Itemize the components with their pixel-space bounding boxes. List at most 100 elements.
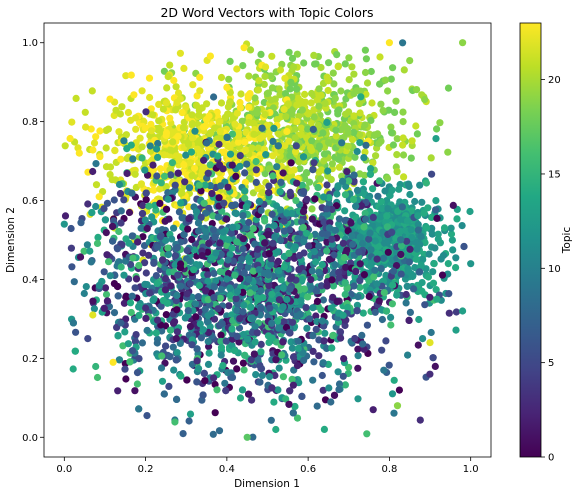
scatter-point (84, 335, 92, 343)
scatter-point (389, 281, 397, 289)
scatter-point (294, 235, 302, 243)
scatter-point (232, 172, 240, 180)
scatter-point (215, 140, 223, 148)
scatter-point (199, 123, 208, 131)
scatter-point (308, 146, 316, 154)
scatter-point (369, 213, 377, 221)
scatter-point (400, 66, 408, 74)
scatter-point (367, 165, 375, 173)
scatter-point (224, 236, 233, 244)
scatter-point (135, 303, 143, 311)
scatter-point (156, 199, 164, 207)
scatter-point (177, 260, 185, 268)
scatter-point (164, 195, 172, 203)
scatter-point (194, 145, 202, 153)
scatter-point (210, 374, 218, 382)
scatter-point (182, 103, 190, 112)
scatter-point (315, 85, 323, 93)
scatter-point (293, 85, 301, 93)
scatter-point (312, 258, 320, 266)
scatter-point (131, 387, 139, 395)
scatter-point (467, 260, 475, 268)
scatter-point (331, 226, 340, 234)
scatter-point (104, 125, 112, 133)
scatter-point (261, 110, 269, 119)
scatter-point (134, 238, 142, 246)
scatter-point (201, 181, 209, 189)
scatter-point (335, 215, 343, 223)
scatter-point (405, 258, 413, 266)
scatter-point (81, 108, 89, 116)
scatter-point (372, 152, 380, 160)
scatter-point (254, 356, 262, 364)
scatter-point (172, 356, 180, 364)
scatter-point (427, 213, 436, 221)
scatter-point (95, 281, 103, 290)
scatter-point (399, 151, 408, 159)
scatter-point (248, 314, 257, 322)
scatter-point (268, 210, 276, 218)
scatter-point (200, 369, 208, 377)
scatter-point (192, 101, 200, 109)
scatter-point (414, 212, 422, 220)
scatter-point (180, 64, 188, 72)
scatter-point (422, 179, 430, 187)
scatter-point (185, 203, 193, 211)
scatter-point (196, 320, 204, 328)
scatter-point (149, 161, 157, 169)
scatter-point (426, 339, 434, 347)
scatter-point (222, 337, 230, 345)
scatter-point (276, 206, 285, 214)
scatter-point (256, 134, 264, 142)
scatter-point (127, 116, 135, 124)
scatter-point (236, 162, 244, 170)
scatter-point (399, 134, 407, 142)
scatter-point (176, 49, 184, 57)
scatter-point (416, 181, 424, 189)
scatter-point (365, 235, 373, 243)
scatter-point (183, 246, 191, 254)
scatter-point (268, 319, 276, 327)
colorbar-tick-label: 20 (548, 75, 561, 86)
scatter-point (325, 255, 333, 263)
scatter-point (384, 87, 392, 95)
scatter-point (356, 283, 364, 291)
scatter-point (298, 275, 306, 284)
scatter-point (100, 268, 108, 276)
scatter-point (258, 189, 266, 197)
scatter-point (325, 59, 333, 67)
scatter-point (329, 332, 337, 340)
scatter-point (132, 125, 140, 133)
scatter-point (255, 266, 263, 274)
scatter-point (239, 308, 247, 316)
scatter-point (324, 167, 332, 175)
scatter-point (162, 342, 170, 350)
scatter-point (249, 267, 257, 275)
scatter-point (348, 136, 357, 144)
scatter-point (339, 372, 347, 380)
scatter-point (89, 167, 97, 176)
scatter-point (269, 137, 277, 145)
scatter-point (298, 106, 306, 114)
scatter-point (169, 138, 177, 146)
scatter-point (114, 332, 122, 340)
scatter-point (82, 283, 90, 291)
scatter-point (333, 51, 341, 59)
scatter-point (271, 233, 279, 241)
scatter-point (160, 151, 168, 159)
scatter-point (406, 245, 414, 253)
scatter-point (354, 352, 362, 360)
scatter-point (267, 260, 275, 268)
scatter-point (432, 206, 440, 214)
scatter-point (193, 378, 201, 386)
scatter-point (361, 121, 369, 129)
scatter-point (299, 208, 308, 216)
scatter-point (290, 166, 298, 174)
scatter-point (320, 193, 328, 201)
scatter-point (225, 269, 233, 278)
scatter-point (320, 157, 328, 165)
scatter-point (408, 233, 416, 242)
scatter-point (262, 63, 270, 71)
scatter-point (195, 281, 203, 290)
scatter-point (110, 309, 119, 317)
